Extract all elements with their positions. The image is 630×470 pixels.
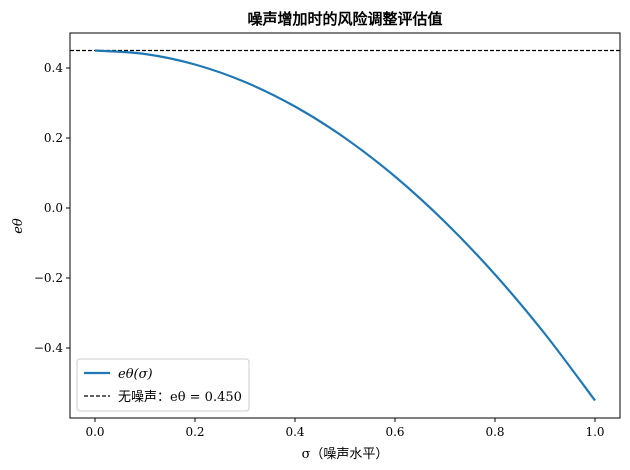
chart-title: 噪声增加时的风险调整评估值	[247, 10, 442, 28]
y-tick-label: 0.2	[44, 131, 63, 145]
x-tick-label: 0.8	[485, 425, 504, 439]
legend-label-curve: eθ(σ)	[118, 367, 153, 382]
x-axis: 0.0 0.2 0.4 0.6 0.8 1.0	[85, 418, 605, 439]
y-axis-label: eθ	[11, 218, 26, 234]
y-tick-label: 0.4	[44, 61, 63, 75]
x-tick-label: 0.0	[85, 425, 104, 439]
legend-label-baseline: 无噪声：eθ = 0.450	[118, 390, 242, 405]
x-tick-label: 0.2	[185, 425, 204, 439]
x-axis-label: σ（噪声水平）	[302, 447, 389, 462]
plot-frame	[69, 32, 621, 419]
plot-marks	[70, 49, 620, 402]
y-tick-label: 0.0	[44, 201, 63, 215]
y-tick-label: −0.4	[34, 341, 64, 355]
legend-box	[76, 358, 250, 412]
y-tick-label: −0.2	[34, 271, 63, 285]
legend: eθ(σ) 无噪声：eθ = 0.450	[76, 358, 250, 412]
x-tick-label: 0.6	[385, 425, 404, 439]
x-tick-label: 1.0	[585, 425, 604, 439]
y-axis: −0.4 −0.2 0.0 0.2 0.4	[34, 61, 70, 355]
x-tick-label: 0.4	[285, 425, 304, 439]
series-line-e-theta	[94, 49, 596, 402]
